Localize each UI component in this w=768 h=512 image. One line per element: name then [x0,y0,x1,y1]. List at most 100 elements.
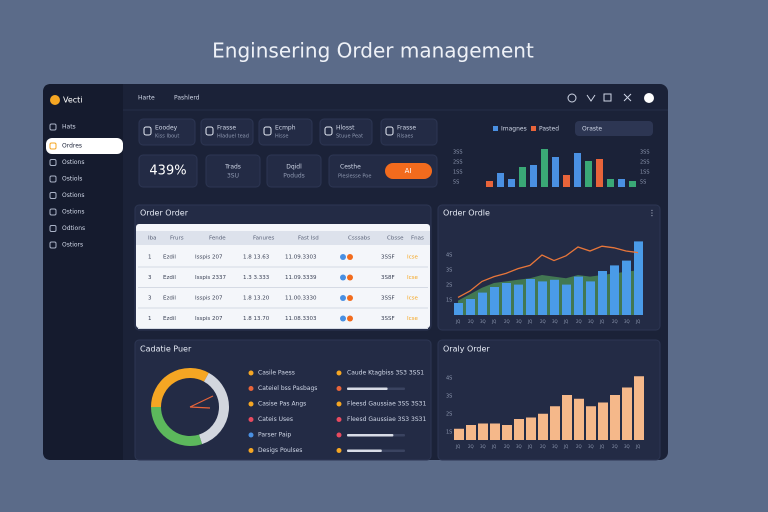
bar [486,181,493,187]
x-label: JQ [599,319,604,324]
y-label: 3S [446,268,452,274]
legend-swatch [493,126,498,131]
legend-label: Imagnes [501,126,527,133]
table-cell: 11.08.3303 [285,316,317,322]
status-dot [340,274,346,281]
x-label: 2Q [504,444,510,449]
table-header-cell: Fanures [253,236,275,242]
ai-button[interactable] [385,163,432,179]
stat-title: Dqidl [286,164,302,171]
panel [138,154,198,188]
icon[interactable] [567,93,577,103]
nav-item: Ostiols [62,176,82,183]
x-label: 3Q [480,319,486,324]
panel-title: Oraly Order [443,345,490,354]
nav-icon [49,175,57,183]
y-label: 1SS [453,170,463,176]
bar [574,276,583,315]
legend-dot [336,417,342,422]
progress-bar [347,387,388,390]
bar [454,303,463,315]
bar [598,271,607,315]
line [457,245,639,298]
bar [598,402,608,440]
x-label: 2Q [504,319,510,324]
table-cell: Ezdil [163,275,176,281]
table [136,224,430,328]
panel-title: Order Ordle [443,209,490,218]
legend-dot [336,370,342,376]
donut-segment [151,406,203,446]
stat-value: 439% [149,164,186,179]
panel [266,154,322,188]
x-label: 3Q [516,444,522,449]
icon[interactable] [586,94,596,102]
panel-title: Cadatie Puer [140,345,192,354]
card-icon [205,126,214,136]
legend-label: Desigs Poulses [258,447,302,454]
search-text: Oraste [582,126,602,133]
gauge-hand [189,395,214,408]
legend-dot [336,401,342,407]
legend-dot [336,432,342,438]
table-cell: Isspis 2337 [195,275,226,281]
search-box[interactable] [575,121,653,136]
card-title: Frasse [397,125,416,132]
gauge-hand [189,406,211,409]
legend-label: Fleesd Gaussiae 3SS 3S31 [347,401,426,408]
bar [596,159,603,187]
legend-dot [336,448,342,453]
card-icon [143,126,152,136]
y-label: 2SS [453,160,463,166]
icon[interactable] [623,93,632,102]
bar [490,423,500,440]
table-cell: Icse [407,275,419,281]
bar [610,395,620,440]
card-title: Hlosst [336,125,355,132]
x-label: JQ [455,319,460,324]
nav-icon [49,159,57,166]
topbar-link: Harte [138,95,155,102]
status-dot [347,254,353,260]
promo-sub: Pleslesse Poe [338,174,371,180]
bar [526,417,536,440]
table-cell: 1.8 13.63 [243,255,270,261]
avatar[interactable] [644,93,654,103]
table-cell: 1 [148,316,152,322]
bar [526,279,535,315]
table-cell: 3S8F [381,275,395,281]
table-cell: Isspis 207 [195,316,223,322]
legend-label: Casile Paess [258,370,295,377]
y-label: 1SS [640,170,650,176]
card-title: Ecmph [275,125,296,132]
x-label: JQ [635,444,640,449]
nav-item: Ostiors [62,242,83,249]
bar [490,287,499,315]
icon[interactable] [603,93,612,102]
bar [552,157,559,187]
x-label: 3Q [624,319,630,324]
table-cell: 1.8 13.70 [243,316,270,322]
x-label: 3Q [588,319,594,324]
table-cell: 3SSF [381,316,395,322]
bar [538,281,547,315]
table-cell: Ezdil [163,255,176,261]
status-dot [347,274,353,281]
table-header-cell: Fast Isd [298,236,319,242]
panel [380,118,438,146]
legend-swatch [531,126,536,131]
bar [514,419,524,440]
y-label: 3SS [640,150,650,156]
bar [586,406,596,440]
table-header-cell: Iba [148,236,156,242]
bar [574,398,584,440]
table-cell: 1.8 13.20 [243,296,270,302]
y-label: 1S [446,430,452,436]
legend-label: Cateiel bss Pasbags [258,385,317,392]
y-label: 5S [640,180,646,186]
legend-dot [248,386,254,391]
x-label: 3Q [480,444,486,449]
card-sub: Kiss Ibout [155,134,179,140]
y-label: 2S [446,283,452,289]
